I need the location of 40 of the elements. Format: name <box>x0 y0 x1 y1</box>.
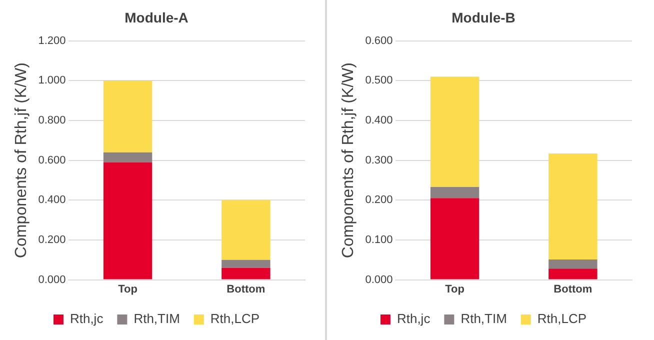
y-tick-label: 0.200 <box>38 234 66 246</box>
y-tick-label: 0.000 <box>365 274 393 286</box>
chart-title: Module-A <box>124 9 188 26</box>
legend-label: Rth,jc <box>396 311 431 326</box>
legend-label: Rth,TIM <box>460 311 507 326</box>
bar <box>222 268 270 280</box>
bar <box>430 76 480 187</box>
legend-label: Rth,TIM <box>134 311 180 326</box>
y-tick-label: 0.300 <box>365 154 393 166</box>
y-tick-label: 1.200 <box>38 34 66 47</box>
x-tick-label: Bottom <box>554 283 592 296</box>
bar <box>548 154 598 260</box>
y-tick-label: 0.200 <box>365 194 393 206</box>
y-tick-label: 0.500 <box>365 74 393 87</box>
y-tick-label: 0.400 <box>38 194 66 206</box>
x-tick-label: Bottom <box>226 283 266 296</box>
legend-label: Rth,LCP <box>210 311 260 326</box>
x-tick-label: Top <box>445 283 465 296</box>
bar <box>103 80 152 152</box>
x-tick-label: Top <box>118 283 138 296</box>
y-tick-label: 1.000 <box>38 74 66 87</box>
bar <box>548 268 598 280</box>
chart-title: Module-B <box>452 9 516 26</box>
y-tick-label: 0.000 <box>38 274 66 286</box>
bar <box>430 198 480 280</box>
legend-label: Rth,jc <box>70 311 104 326</box>
bar <box>103 162 152 280</box>
y-tick-label: 0.800 <box>38 114 66 126</box>
y-tick-label: 0.600 <box>365 34 393 47</box>
y-tick-label: 0.600 <box>38 154 66 166</box>
bar <box>103 152 152 162</box>
bar <box>548 259 598 269</box>
y-axis-title: Components of Rth,jf (K/W) <box>13 62 30 258</box>
bar <box>430 186 480 198</box>
y-axis-title: Components of Rth,jf (K/W) <box>340 62 358 258</box>
y-tick-label: 0.400 <box>365 114 393 126</box>
legend-label: Rth,LCP <box>537 311 587 326</box>
y-tick-label: 0.100 <box>365 234 393 246</box>
bar <box>222 260 270 268</box>
bar <box>222 200 270 260</box>
